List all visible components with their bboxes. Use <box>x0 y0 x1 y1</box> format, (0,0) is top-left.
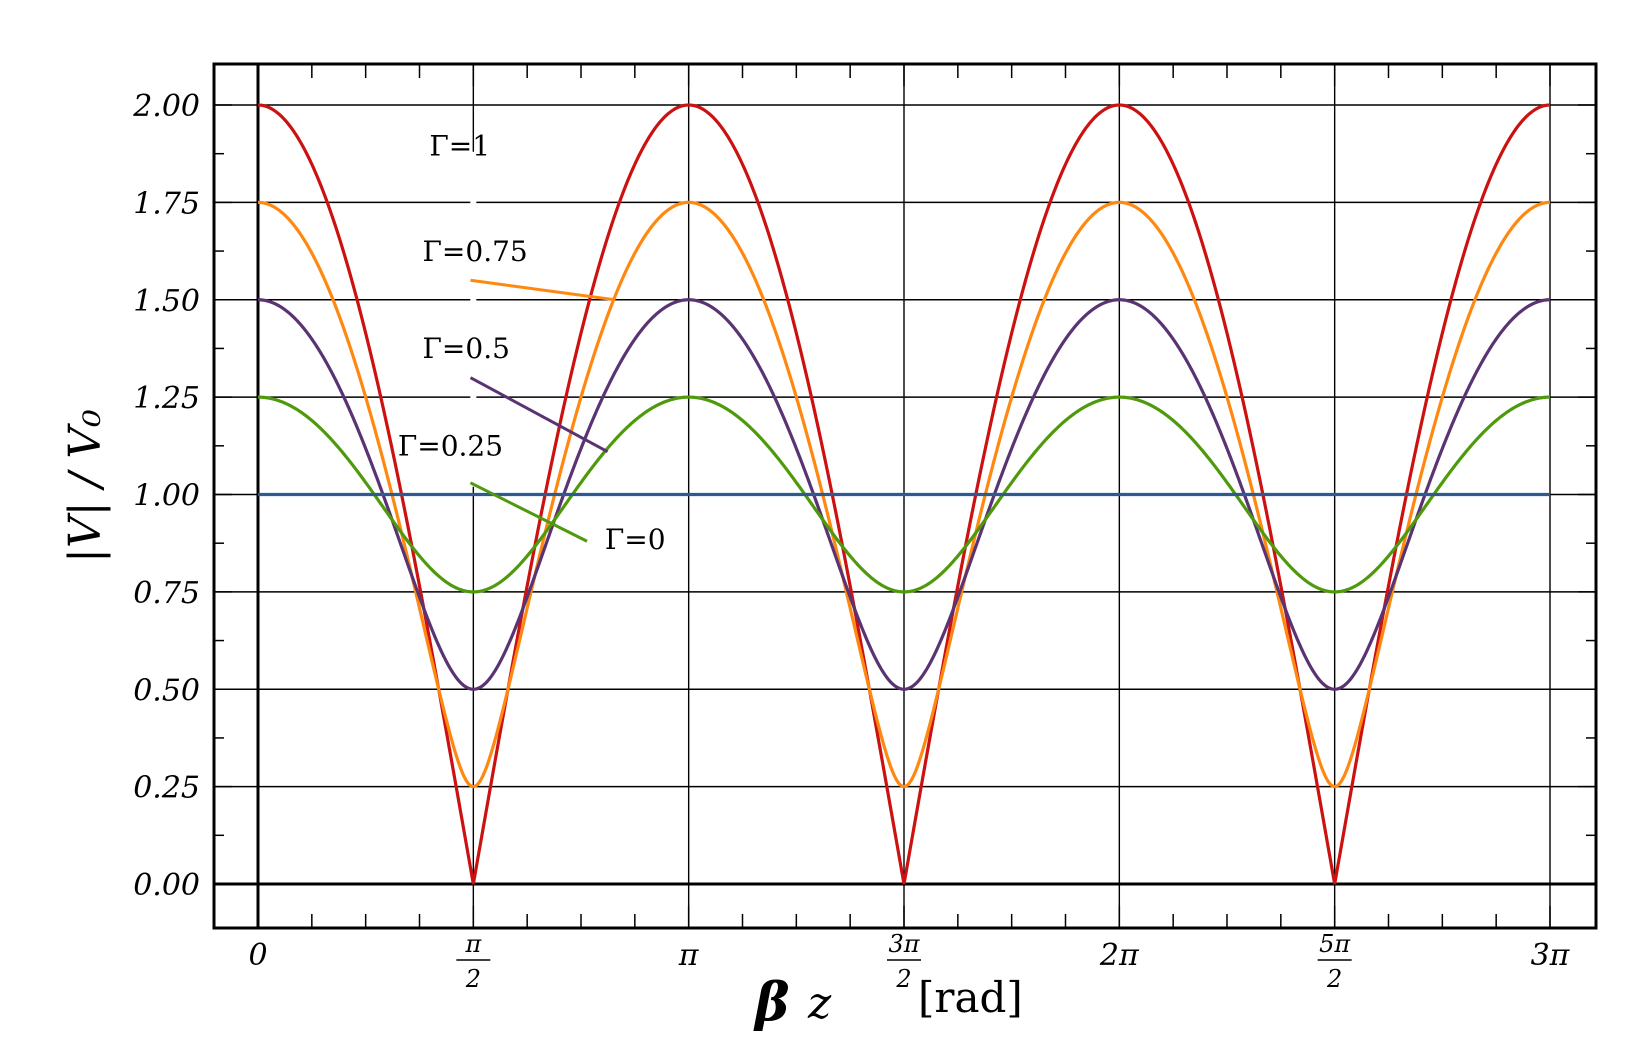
series-line-gamma-0_25 <box>257 395 1551 594</box>
x-tick-label: π <box>678 938 700 973</box>
plot-frame <box>212 62 1598 930</box>
series-label: Γ=1 <box>429 130 490 163</box>
series-label: Γ=0.75 <box>423 235 528 268</box>
series-label-leader <box>469 481 588 543</box>
x-axis-label-unit: [rad] <box>918 973 1023 1022</box>
series-line-gamma-0_75 <box>257 200 1551 789</box>
x-tick-label-numerator: 3π <box>888 930 920 958</box>
y-tick-label: 1.75 <box>133 186 200 221</box>
x-tick-label: 0 <box>248 938 267 973</box>
axes-frame <box>212 62 1598 930</box>
x-tick-label: 3π <box>1531 938 1571 973</box>
x-tick-label-numerator: π <box>464 930 482 958</box>
series-line-gamma-0_5 <box>257 298 1551 691</box>
x-axis-label-symbol: β <box>753 972 790 1033</box>
x-axis-label: β z [rad] <box>753 972 1023 1033</box>
y-tick-label: 1.50 <box>133 284 200 319</box>
x-tick-label-denominator: 2 <box>465 965 481 993</box>
series-labels: Γ=1 Γ=0.75 Γ=0.5 Γ=0.25 Γ=0 <box>398 130 666 556</box>
series-label: Γ=0.25 <box>398 430 503 463</box>
y-tick-label: 1.25 <box>133 381 200 416</box>
y-axis-label: |V| / V₀ <box>60 409 111 563</box>
x-tick-label: 2π <box>1099 938 1140 973</box>
x-axis-label-variable: z <box>807 978 832 1029</box>
series-line-gamma-1 <box>257 103 1551 885</box>
x-tick-label-denominator: 2 <box>895 965 911 993</box>
gridline-gap <box>470 151 477 487</box>
y-tick-label: 0.25 <box>133 771 200 806</box>
y-tick-label: 1.00 <box>133 479 200 514</box>
series-label: Γ=0 <box>605 523 666 556</box>
x-tick-label-numerator: 5π <box>1319 930 1351 958</box>
series-label: Γ=0.5 <box>423 332 510 365</box>
y-tick-label: 2.00 <box>132 89 200 124</box>
y-tick-label: 0.75 <box>133 576 200 611</box>
y-axis-ticks: 0.00 0.25 0.50 0.75 1.00 1.25 1.50 1.75 2.00 <box>132 89 200 903</box>
y-tick-label: 0.00 <box>133 868 200 903</box>
series-label-leader <box>469 376 609 453</box>
curves <box>257 103 1551 885</box>
y-tick-label: 0.50 <box>133 673 200 708</box>
x-tick-label-denominator: 2 <box>1326 965 1342 993</box>
series-label-leader <box>470 278 615 302</box>
